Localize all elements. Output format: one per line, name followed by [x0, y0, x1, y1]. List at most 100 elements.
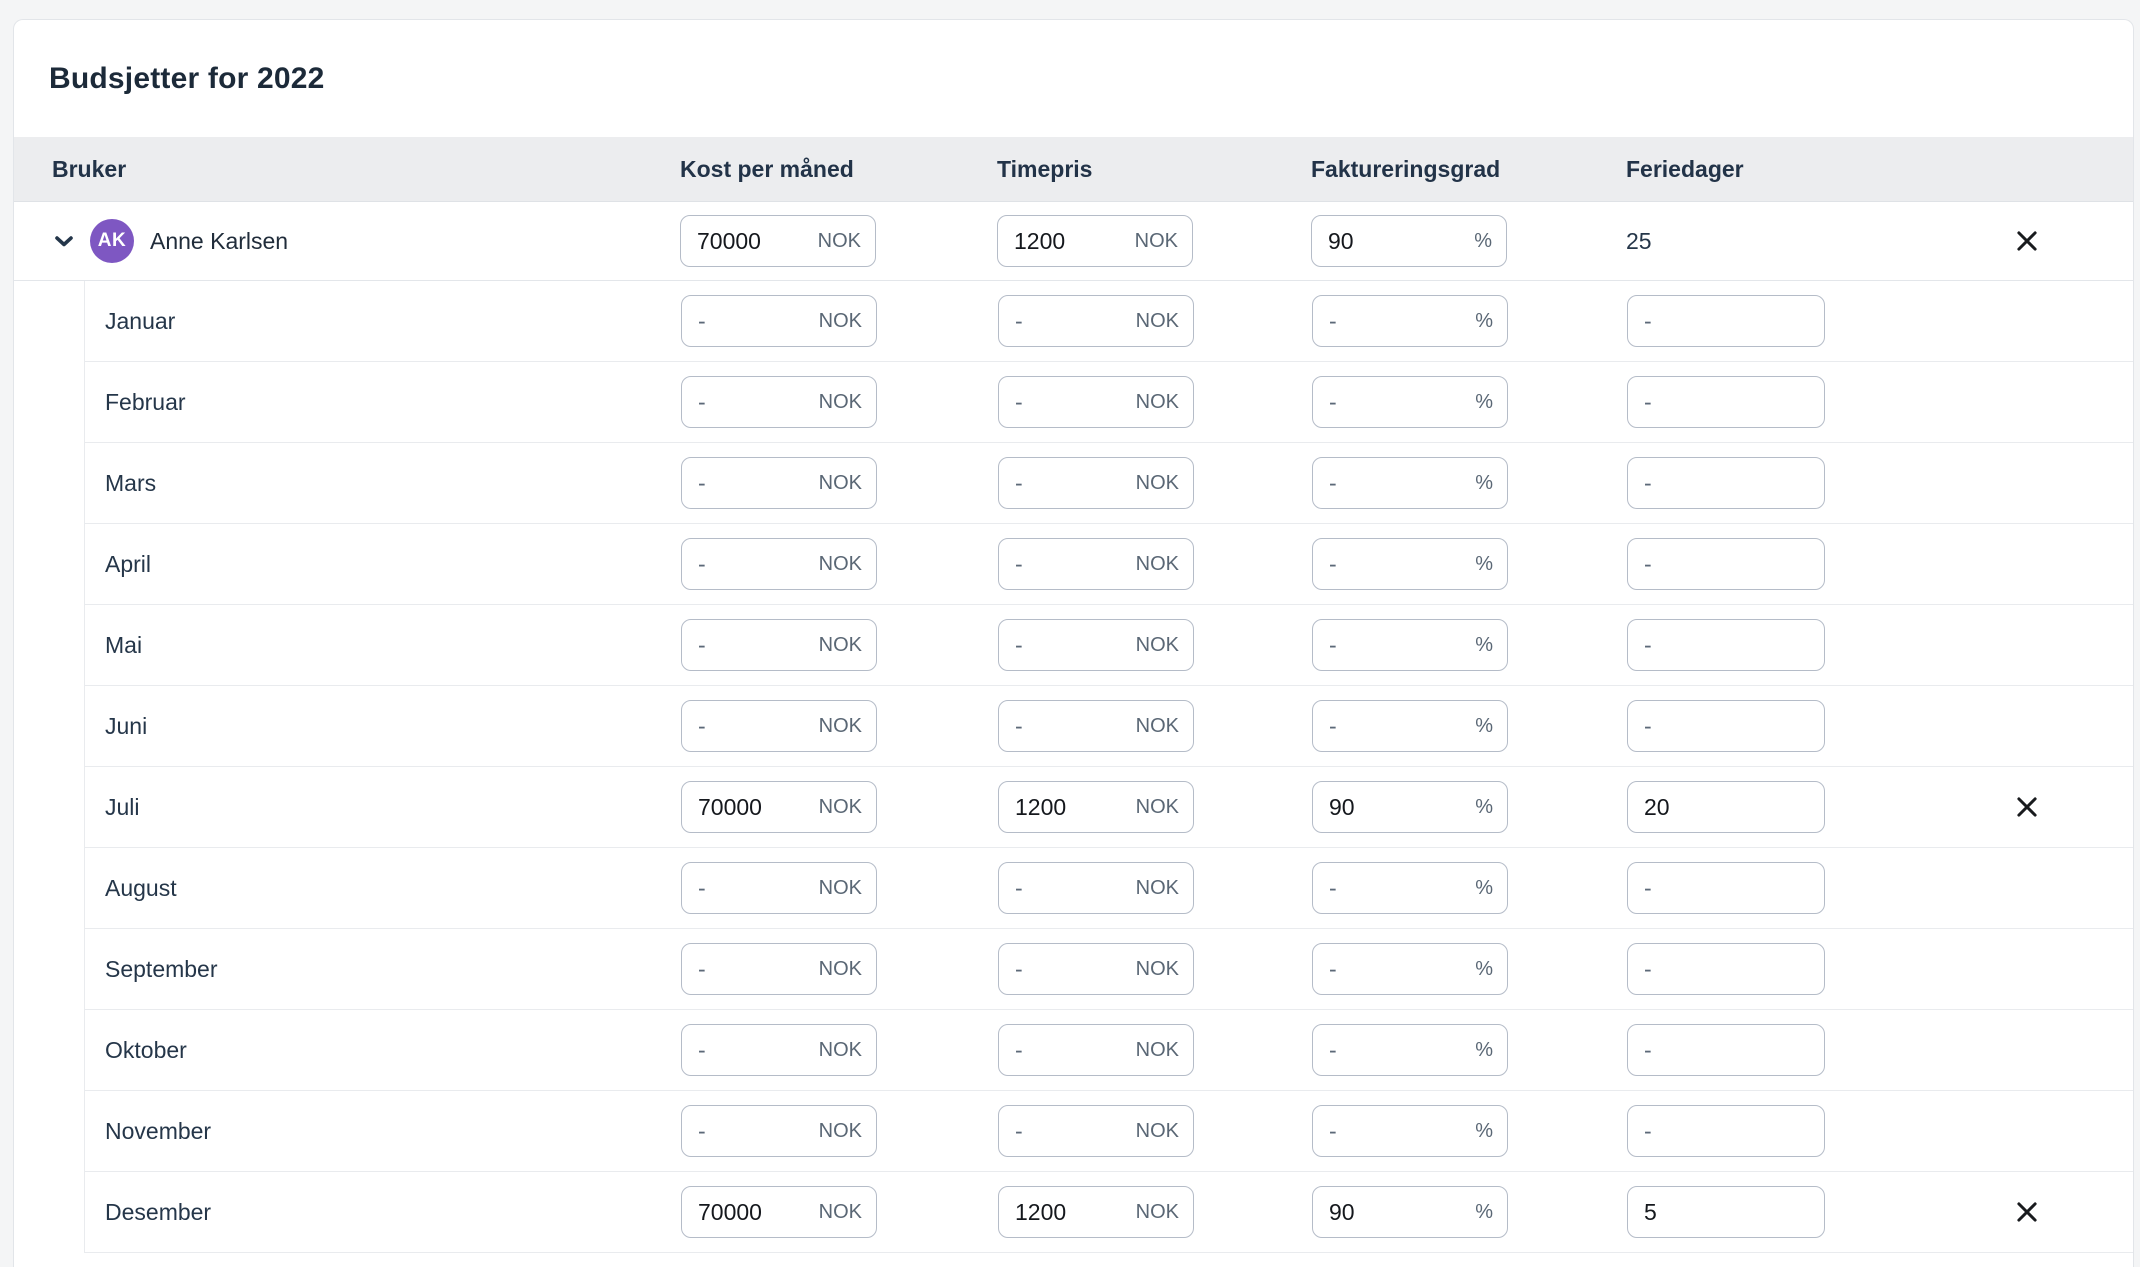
billing-rate-input[interactable] [1329, 388, 1468, 416]
hourly-rate-input-box: NOK [998, 619, 1194, 671]
hourly-rate-input-box: NOK [998, 1186, 1194, 1238]
vacation-days-input[interactable] [1644, 307, 1810, 335]
percent-suffix: % [1475, 552, 1493, 575]
cost-input[interactable] [697, 227, 810, 255]
cost-input[interactable] [698, 388, 811, 416]
vacation-days-input[interactable] [1644, 469, 1810, 497]
cost-input[interactable] [698, 1036, 811, 1064]
cost-input[interactable] [698, 307, 811, 335]
hourly-rate-input[interactable] [1015, 793, 1128, 821]
billing-rate-input[interactable] [1329, 307, 1468, 335]
hourly-rate-input[interactable] [1015, 1117, 1128, 1145]
currency-suffix: NOK [818, 552, 862, 575]
month-row: Februar NOK NOK % [85, 362, 2133, 443]
close-icon [2012, 1197, 2042, 1227]
vacation-days-input[interactable] [1644, 631, 1810, 659]
vacation-days-input[interactable] [1644, 874, 1810, 902]
hourly-rate-input[interactable] [1015, 388, 1128, 416]
hourly-rate-input[interactable] [1015, 712, 1128, 740]
cost-input[interactable] [698, 469, 811, 497]
billing-rate-input[interactable] [1329, 469, 1468, 497]
month-row: Mars NOK NOK % [85, 443, 2133, 524]
percent-suffix: % [1475, 1200, 1493, 1223]
month-row: Juni NOK NOK % [85, 686, 2133, 767]
vacation-days-input-box [1627, 862, 1825, 914]
cost-input-box: NOK [681, 457, 877, 509]
billing-rate-input[interactable] [1329, 1198, 1468, 1226]
user-row: AK Anne Karlsen NOK NOK % 25 [14, 202, 2133, 281]
billing-rate-input[interactable] [1329, 631, 1468, 659]
hourly-rate-input[interactable] [1015, 469, 1128, 497]
hourly-rate-input[interactable] [1015, 631, 1128, 659]
billing-rate-input-box: % [1312, 376, 1508, 428]
cost-input[interactable] [698, 955, 811, 983]
hourly-rate-input-box: NOK [998, 943, 1194, 995]
vacation-days-input[interactable] [1644, 550, 1810, 578]
vacation-days-input[interactable] [1644, 388, 1810, 416]
hourly-rate-input[interactable] [1015, 1036, 1128, 1064]
cost-input[interactable] [698, 793, 811, 821]
percent-suffix: % [1475, 471, 1493, 494]
cost-input-box: NOK [681, 295, 877, 347]
vacation-days-input[interactable] [1644, 712, 1810, 740]
billing-rate-input[interactable] [1329, 712, 1468, 740]
vacation-days-input[interactable] [1644, 955, 1810, 983]
vacation-days-input-box [1627, 700, 1825, 752]
remove-month-budget-button[interactable] [2005, 785, 2049, 829]
billing-rate-input[interactable] [1328, 227, 1467, 255]
cost-input[interactable] [698, 631, 811, 659]
month-label: Juni [105, 712, 148, 739]
card-title-bar: Budsjetter for 2022 [14, 20, 2133, 137]
collapse-row-button[interactable] [44, 221, 84, 261]
billing-rate-input[interactable] [1329, 1117, 1468, 1145]
hourly-rate-input[interactable] [1015, 874, 1128, 902]
hourly-rate-input-box: NOK [998, 457, 1194, 509]
currency-suffix: NOK [1135, 552, 1179, 575]
hourly-rate-input[interactable] [1015, 1198, 1128, 1226]
vacation-days-input-box [1627, 295, 1825, 347]
billing-rate-input[interactable] [1329, 550, 1468, 578]
currency-suffix: NOK [1135, 309, 1179, 332]
billing-rate-input-box: % [1312, 1105, 1508, 1157]
hourly-rate-input-box: NOK [998, 1105, 1194, 1157]
remove-month-budget-button[interactable] [2005, 1190, 2049, 1234]
column-header-feriedager: Feriedager [1626, 155, 1744, 182]
month-row: Desember NOK NOK % [85, 1172, 2133, 1253]
close-icon [2012, 792, 2042, 822]
billing-rate-input-box: % [1312, 943, 1508, 995]
cost-input[interactable] [698, 550, 811, 578]
billing-rate-input[interactable] [1329, 793, 1468, 821]
month-row: November NOK NOK % [85, 1091, 2133, 1172]
hourly-rate-input[interactable] [1015, 955, 1128, 983]
hourly-rate-input-box: NOK [997, 215, 1193, 267]
cost-input[interactable] [698, 1198, 811, 1226]
billing-rate-input-box: % [1312, 538, 1508, 590]
percent-suffix: % [1475, 714, 1493, 737]
vacation-days-input[interactable] [1644, 793, 1810, 821]
hourly-rate-input[interactable] [1015, 307, 1128, 335]
percent-suffix: % [1475, 1038, 1493, 1061]
currency-suffix: NOK [818, 633, 862, 656]
month-label: November [105, 1117, 212, 1144]
cost-input-box: NOK [681, 700, 877, 752]
cost-input[interactable] [698, 874, 811, 902]
vacation-days-input[interactable] [1644, 1036, 1810, 1064]
vacation-days-input[interactable] [1644, 1198, 1810, 1226]
cost-input[interactable] [698, 712, 811, 740]
billing-rate-input[interactable] [1329, 1036, 1468, 1064]
currency-suffix: NOK [1135, 1200, 1179, 1223]
hourly-rate-input[interactable] [1015, 550, 1128, 578]
cost-input-box: NOK [680, 215, 876, 267]
currency-suffix: NOK [818, 876, 862, 899]
column-header-kost: Kost per måned [680, 155, 854, 182]
month-label: Mars [105, 469, 157, 496]
percent-suffix: % [1475, 390, 1493, 413]
vacation-days-input-box [1627, 457, 1825, 509]
cost-input-box: NOK [681, 1105, 877, 1157]
vacation-days-input[interactable] [1644, 1117, 1810, 1145]
remove-budget-button[interactable] [2005, 219, 2049, 263]
cost-input[interactable] [698, 1117, 811, 1145]
billing-rate-input[interactable] [1329, 874, 1468, 902]
billing-rate-input[interactable] [1329, 955, 1468, 983]
hourly-rate-input[interactable] [1014, 227, 1127, 255]
